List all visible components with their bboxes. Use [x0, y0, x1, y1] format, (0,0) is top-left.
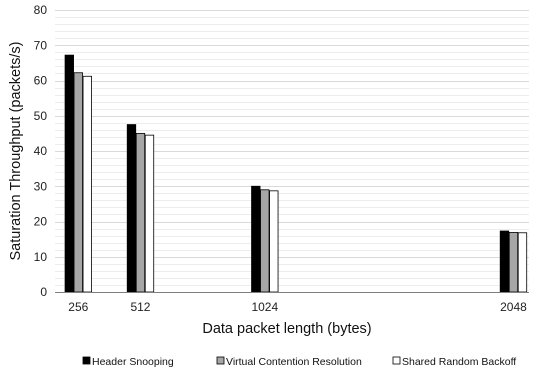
- legend-swatch: [392, 356, 401, 365]
- bar-virtual-contention-resolution-256: [73, 72, 83, 293]
- y-tick-label: 20: [34, 215, 48, 229]
- legend-label: Header Snooping: [92, 356, 174, 368]
- bar-shared-random-backoff-256: [82, 75, 92, 293]
- bar-virtual-contention-resolution-1024: [260, 189, 270, 293]
- legend: Header Snooping Virtual Contention Resolu…: [82, 356, 516, 368]
- y-axis-title: Saturation Throughput (packets/s): [8, 42, 24, 261]
- x-tick-label: 2048: [500, 300, 527, 314]
- bar-header-snooping-256: [64, 54, 74, 293]
- bar-shared-random-backoff-2048: [517, 232, 528, 293]
- bar-header-snooping-1024: [251, 185, 261, 293]
- bar-virtual-contention-resolution-2048: [508, 232, 519, 293]
- x-axis-title: Data packet length (bytes): [202, 321, 371, 337]
- bar-shared-random-backoff-1024: [269, 190, 279, 293]
- y-tick-label: 0: [40, 285, 47, 299]
- y-tick-label: 80: [34, 3, 48, 17]
- x-tick-label: 512: [130, 300, 150, 314]
- x-tick-label: 1024: [251, 300, 278, 314]
- y-tick-label: 60: [34, 74, 48, 88]
- x-tick-labels: 256 512 1024 2048: [68, 300, 527, 314]
- bars: [64, 54, 528, 293]
- y-tick-label: 40: [34, 144, 48, 158]
- bar-header-snooping-512: [126, 124, 137, 293]
- legend-label: Virtual Contention Resolution: [226, 356, 362, 368]
- y-tick-labels: 0 10 20 30 40 50 60 70 80: [34, 3, 48, 299]
- gridlines: [55, 10, 529, 286]
- bar-shared-random-backoff-512: [144, 134, 155, 293]
- legend-label: Shared Random Backoff: [402, 356, 516, 368]
- y-tick-label: 70: [34, 38, 48, 52]
- bar-header-snooping-2048: [499, 230, 510, 293]
- y-tick-label: 50: [34, 109, 48, 123]
- legend-swatch: [82, 356, 91, 365]
- x-tick-label: 256: [68, 300, 88, 314]
- legend-swatch: [216, 356, 225, 365]
- y-tick-label: 10: [34, 250, 48, 264]
- y-tick-label: 30: [34, 179, 48, 193]
- bar-virtual-contention-resolution-512: [135, 132, 146, 293]
